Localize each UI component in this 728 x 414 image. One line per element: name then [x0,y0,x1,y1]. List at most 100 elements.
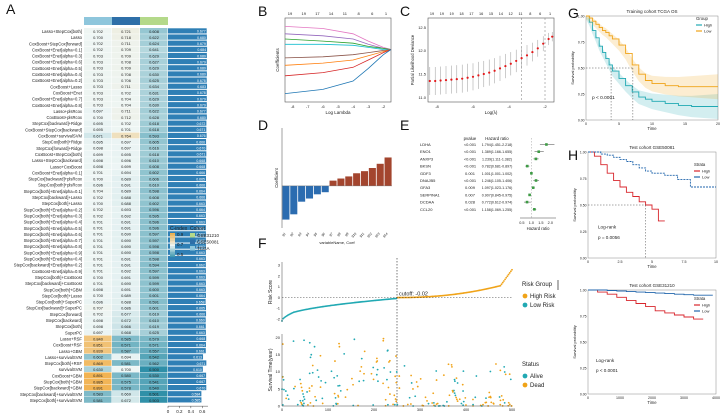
cindex-legend-swatch [170,233,175,235]
heat-cell-value: 0.702 [93,312,103,317]
risk-point [508,272,511,274]
lasso-path-frame [284,17,392,103]
heat-cell [84,194,112,200]
survival-point [398,375,401,377]
heat-cell-value: 0.618 [149,152,159,157]
cindex-bar [168,298,206,305]
heat-cell-value: 0.692 [121,269,131,274]
heat-cell-value: 0.634 [149,84,160,89]
forest-pvalue: 0.028 [465,200,476,205]
survival-point [393,394,396,397]
heat-cell-value: 0.701 [93,232,103,237]
heat-cell-value: 0.703 [93,78,103,83]
row-label: StepCox[both]+SuperPC [36,300,82,305]
survival-point [375,357,378,360]
heat-cell [140,372,168,379]
heat-cell-value: 0.580 [121,373,132,378]
cindex-legend-swatch [170,237,175,240]
heat-cell-value: 0.700 [93,176,104,181]
survival-point [475,375,478,377]
survival-point [316,369,319,372]
survival-point [283,388,285,391]
heat-cell [140,267,168,274]
survival-point [435,370,438,372]
heat-cell [140,89,168,96]
heat-cell-value: 0.629 [149,66,159,71]
forest-gene-label: ENO1 [420,149,432,154]
heat-cell-value: 0.599 [149,281,159,286]
panel-label-f: F [258,235,267,251]
heat-cell-value: 0.695 [93,121,103,126]
cv-point [482,72,485,76]
heat-cell-value: 0.631 [149,90,159,95]
heat-cell-value: 0.610 [149,183,160,188]
heat-cell [140,114,168,120]
cv-point [493,69,496,72]
forest-gene-label: CCL20 [420,207,433,212]
lasso-x-tick: -3 [367,104,371,109]
cindex-bar-value: 0.678 [197,79,206,83]
survival-point [311,371,314,374]
heat-cell-value: 0.585 [121,336,131,341]
heat-cell-value: 0.641 [149,47,159,52]
survival-point [352,383,354,386]
lasso-y-label: Coefficients [275,48,280,72]
heat-cell-value: 0.587 [121,349,131,354]
km-legend-label: High [702,169,710,174]
cindex-bar [168,218,206,225]
heat-cell-value: 0.688 [121,195,131,200]
heat-cell-value: 0.885 [93,379,103,384]
survival-point [337,384,340,387]
survival-point [324,381,327,384]
heat-cell [112,144,140,151]
survival-point [383,366,386,369]
heat-cell [84,267,112,274]
cindex-bar-value: 0.663 [196,282,205,286]
heat-cell-value: 0.764 [121,133,132,138]
row-label: CoxBoost+StepCox[forward] [29,41,82,46]
cindex-bar [168,182,207,188]
survival-point [337,395,340,398]
heat-cell-value: 0.601 [149,293,159,298]
km-x-tick: 0 [587,260,589,264]
coef-bar [376,163,384,186]
panel-label-b: B [258,3,268,19]
survival-point [299,399,302,402]
survival-point [311,364,314,367]
heat-cell-value: 0.602 [149,170,159,175]
survival-point [299,382,302,385]
cindex-bar [168,311,207,317]
heat-cell [84,230,112,237]
survival-point [384,404,387,407]
heat-cell [112,132,140,139]
heat-cell-value: 0.691 [121,226,131,231]
heat-cell-value: 0.690 [121,232,132,237]
cindex-bar-value: 0.668 [196,159,205,163]
survival-point [338,345,341,348]
cindex-bar-value: 0.660 [196,319,205,323]
heat-cell-value: 0.702 [121,121,131,126]
heat-cell-value: 0.891 [93,385,103,390]
cindex-bar-value: 0.683 [197,85,206,89]
forest-x-label: Hazard ratio [527,226,550,231]
heat-cell [112,40,140,47]
survival-point [363,372,365,375]
heat-cell-value: 0.578 [121,385,131,390]
coef-bar [360,171,369,186]
km-curve [588,151,665,222]
heat-cell [140,126,168,133]
heat-cell-value: 0.702 [93,207,103,212]
heat-cell [112,187,140,194]
cindex-legend-swatch [170,235,175,237]
cindex-bar [168,157,207,163]
km-ci-band [586,16,718,119]
cindex-bar [168,126,207,132]
survival-point [303,339,305,342]
coef-bar [345,176,353,186]
risk-y-tick: -1 [276,306,280,311]
row-label: CoxBoost+plsRcox [47,115,83,120]
cindex-bar-value: 0.680 [197,54,206,58]
heat-cell-value: 0.605 [149,139,159,144]
heat-cell-value: 0.579 [149,336,159,341]
